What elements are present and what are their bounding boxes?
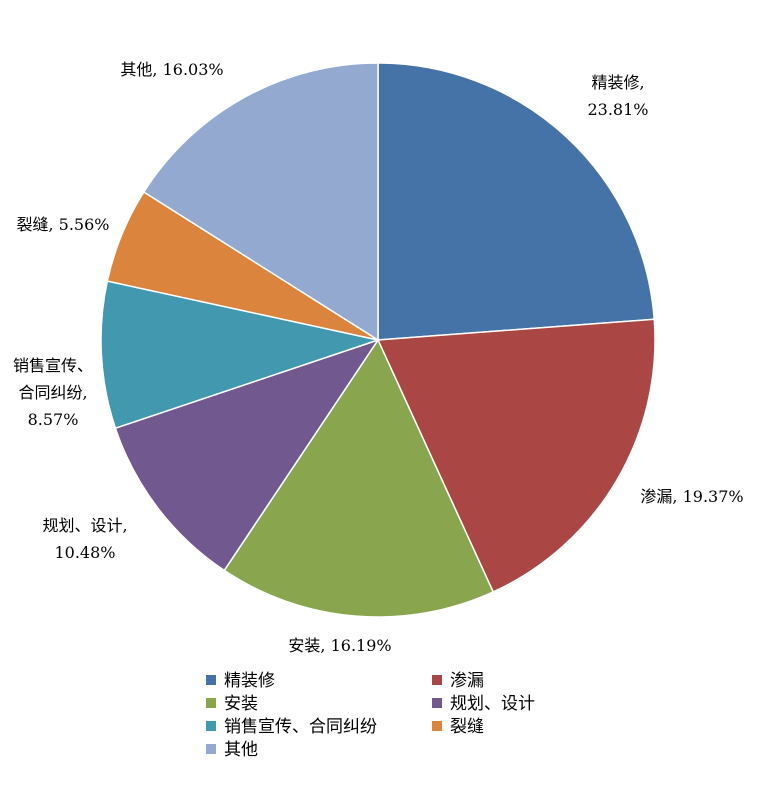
legend-swatch-7 bbox=[206, 744, 216, 754]
data-label-1: 精装修, 23.81% bbox=[587, 73, 648, 119]
data-label-7: 其他, 16.03% bbox=[120, 60, 223, 79]
pie-slice-3 bbox=[223, 338, 495, 618]
pie-slice-1 bbox=[377, 62, 656, 341]
data-labels: 精装修, 23.81% 渗漏, 19.37% 安装, 16.19% 规划、设计, 10.4… bbox=[13, 60, 744, 655]
pie-slice-4 bbox=[114, 338, 380, 572]
data-label-5: 销售宣传、合同纠纷, 8.57% bbox=[13, 356, 93, 429]
legend-swatch-4 bbox=[432, 698, 442, 708]
legend-label-5: 销售宣传、合同纠纷 bbox=[224, 717, 377, 737]
legend-label-6: 裂缝 bbox=[450, 717, 484, 737]
pie-slice-7 bbox=[142, 62, 379, 342]
data-label-6: 裂缝, 5.56% bbox=[16, 215, 109, 234]
data-label-3: 安装, 16.19% bbox=[288, 636, 391, 655]
legend-label-3: 安装 bbox=[224, 694, 258, 714]
legend-label-4: 规划、设计 bbox=[450, 694, 535, 714]
pie-slices bbox=[100, 62, 656, 618]
legend-swatch-5 bbox=[206, 721, 216, 731]
pie-slice-2 bbox=[376, 318, 656, 593]
legend-label-2: 渗漏 bbox=[450, 671, 484, 691]
data-label-2: 渗漏, 19.37% bbox=[640, 487, 743, 506]
data-label-4: 规划、设计, 10.48% bbox=[42, 516, 127, 562]
pie-slice-5 bbox=[100, 280, 381, 430]
legend-swatch-1 bbox=[206, 675, 216, 685]
legend-swatch-2 bbox=[432, 675, 442, 685]
legend-swatch-6 bbox=[432, 721, 442, 731]
legend-label-7: 其他 bbox=[224, 740, 258, 760]
legend-label-1: 精装修 bbox=[224, 671, 275, 691]
legend-swatch-3 bbox=[206, 698, 216, 708]
